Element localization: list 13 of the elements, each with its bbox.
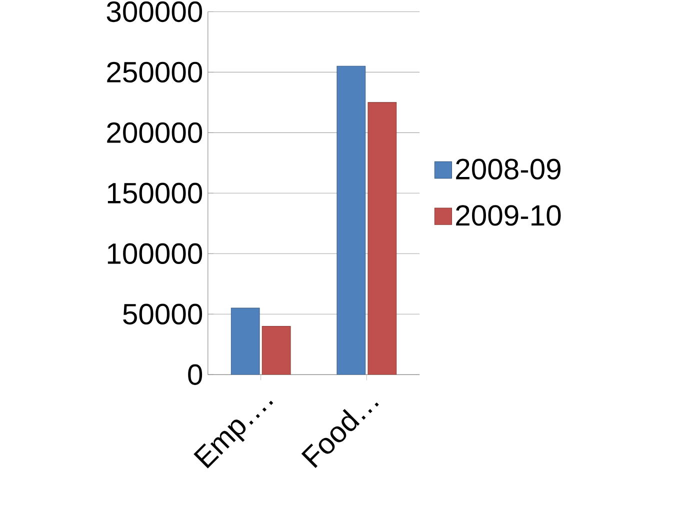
y-tick-label: 0 [188, 364, 202, 385]
bar [262, 326, 291, 375]
y-tick-label: 150000 [108, 182, 202, 204]
bar [336, 66, 366, 375]
y-tick-label: 100000 [108, 243, 202, 264]
y-tick-label: 300000 [106, 1, 202, 22]
bar [368, 102, 397, 375]
y-tick-label: 200000 [107, 122, 202, 144]
legend-label: 2008-09 [456, 158, 560, 180]
legend-label: 2009-10 [456, 205, 561, 226]
y-tick-label: 250000 [107, 62, 202, 83]
y-tick-label: 50000 [123, 304, 202, 324]
bar [230, 308, 260, 375]
